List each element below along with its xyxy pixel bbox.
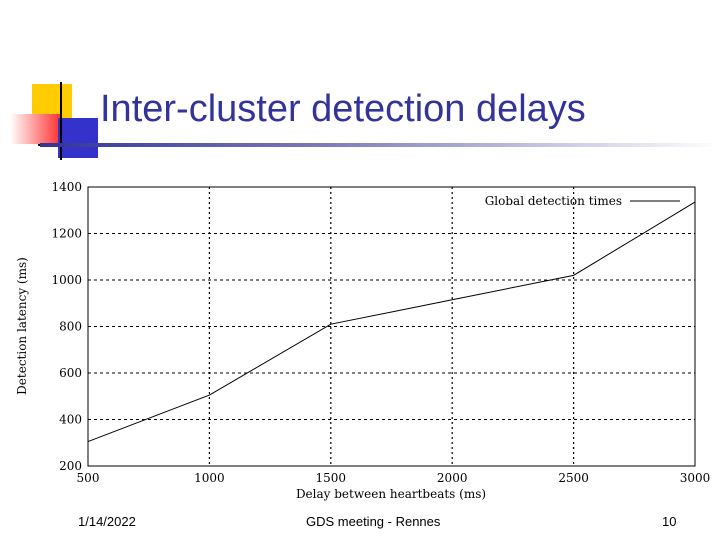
x-tick-label-2500: 2500 bbox=[558, 471, 589, 485]
x-tick-label-500: 500 bbox=[77, 471, 100, 485]
logo-vertical-line bbox=[60, 82, 62, 160]
slide-title: Inter-cluster detection delays bbox=[100, 88, 586, 130]
x-tick-label-1500: 1500 bbox=[316, 471, 347, 485]
y-tick-label-800: 800 bbox=[59, 320, 82, 334]
x-tick-label-2000: 2000 bbox=[437, 471, 468, 485]
series-line-0 bbox=[87, 201, 696, 443]
y-tick-labels: 200 400 600 800 1000 1200 1400 bbox=[51, 180, 82, 473]
chart-legend: Global detection times bbox=[485, 194, 680, 208]
y-tick-label-400: 400 bbox=[59, 413, 82, 427]
footer-center-text: GDS meeting - Rennes bbox=[306, 514, 441, 529]
x-tick-label-3000: 3000 bbox=[680, 471, 711, 485]
y-tick-label-200: 200 bbox=[59, 459, 82, 473]
y-tick-label-1200: 1200 bbox=[51, 227, 82, 241]
plot-frame bbox=[87, 186, 696, 467]
y-tick-label-1000: 1000 bbox=[51, 273, 82, 287]
series-lines bbox=[87, 201, 696, 443]
footer-date: 1/14/2022 bbox=[78, 514, 136, 529]
legend-label-0: Global detection times bbox=[485, 194, 622, 208]
x-tick-labels: 500 1000 1500 2000 2500 3000 bbox=[77, 471, 711, 485]
y-axis-label: Detection latency (ms) bbox=[15, 257, 29, 395]
logo-red-square bbox=[10, 114, 60, 144]
title-underline bbox=[40, 143, 720, 147]
y-tick-label-1400: 1400 bbox=[51, 180, 82, 194]
slide-logo-decoration bbox=[8, 82, 108, 162]
x-tick-label-1000: 1000 bbox=[194, 471, 225, 485]
logo-blue-square bbox=[58, 118, 98, 158]
chart-grid bbox=[88, 187, 695, 466]
x-axis-label: Delay between heartbeats (ms) bbox=[296, 487, 486, 501]
page-number: 10 bbox=[662, 514, 677, 529]
y-tick-label-600: 600 bbox=[59, 366, 82, 380]
